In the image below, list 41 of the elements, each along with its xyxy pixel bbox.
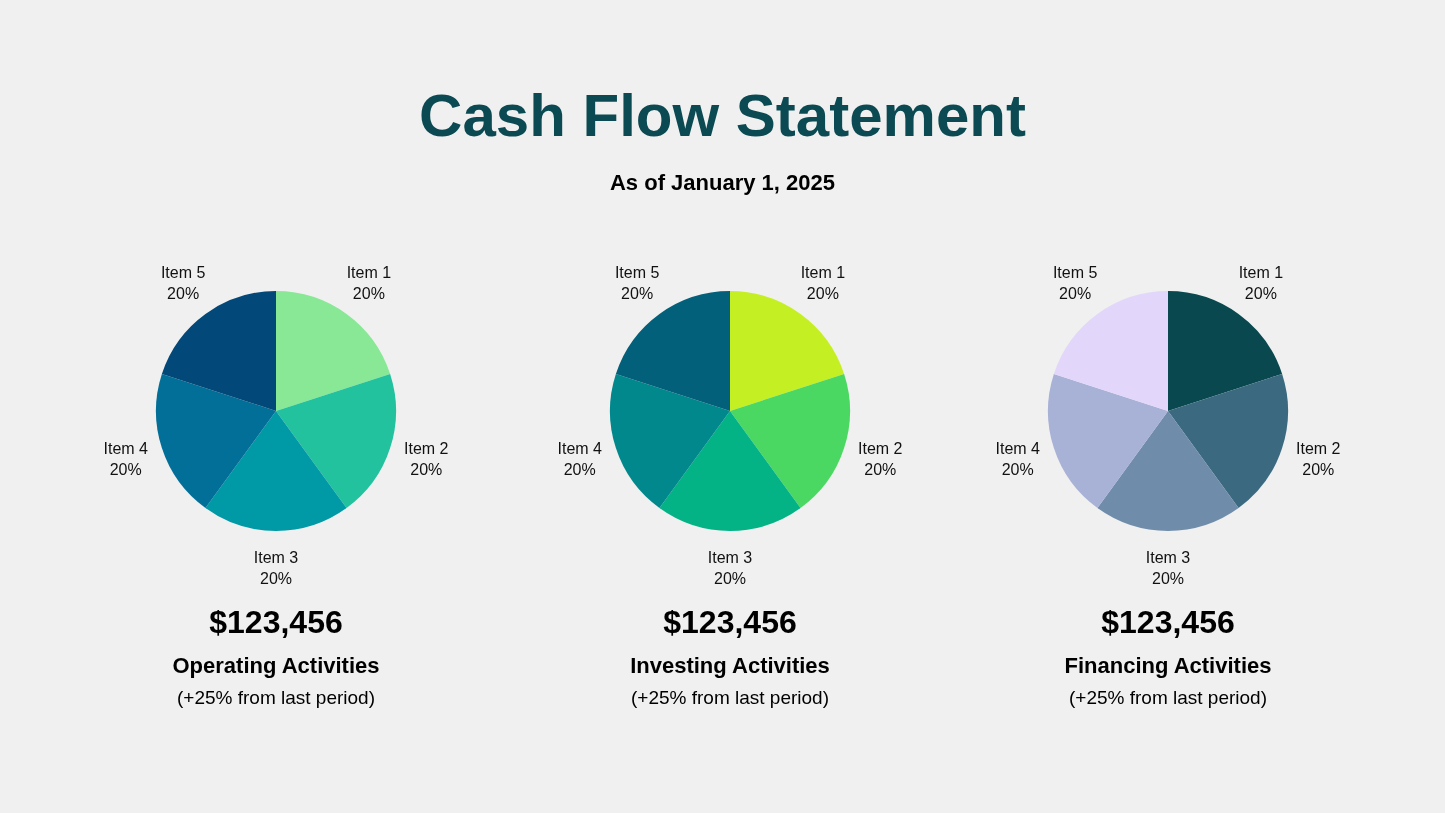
text: $123,456 [1100, 604, 1236, 641]
slice-label: Item 5 [614, 263, 660, 281]
text: (+25% from last period) [630, 687, 830, 709]
data-label: 20% [410, 461, 443, 479]
slice-label: Item 3 [707, 549, 753, 567]
data-label: 20% [621, 284, 654, 302]
text: Financing Activities [1063, 653, 1273, 679]
slice-label: Item 4 [103, 440, 149, 458]
data-label: 20% [806, 284, 839, 302]
slice-label: Item 2 [1296, 440, 1341, 458]
data-label: 20% [1244, 284, 1277, 302]
text: $123,456 [208, 604, 344, 641]
data-label: 20% [167, 284, 200, 302]
text: Cash Flow Statement [418, 81, 1027, 151]
text: (+25% from last period) [176, 687, 376, 709]
text: Operating Activities [171, 653, 381, 679]
text: $123,456 [662, 604, 798, 641]
data-label: 20% [1302, 461, 1335, 479]
data-label: 20% [1059, 284, 1092, 302]
slice-label: Item 3 [253, 549, 299, 567]
slice-label: Item 4 [995, 440, 1041, 458]
slice-label: Item 4 [557, 440, 603, 458]
data-label: 20% [259, 570, 293, 588]
data-label: 20% [563, 461, 596, 479]
slice-label: Item 1 [346, 263, 392, 281]
slice-label: Item 2 [858, 440, 903, 458]
data-label: 20% [1151, 570, 1185, 588]
data-label: 20% [864, 461, 897, 479]
slice-label: Item 3 [1145, 549, 1191, 567]
slice-label: Item 5 [1052, 263, 1098, 281]
data-label: 20% [713, 570, 747, 588]
slice-label: Item 1 [1238, 263, 1284, 281]
slice-label: Item 2 [404, 440, 449, 458]
text: As of January 1, 2025 [609, 170, 836, 196]
text: (+25% from last period) [1068, 687, 1268, 709]
data-label: 20% [109, 461, 142, 479]
text: Investing Activities [629, 653, 831, 679]
slice-label: Item 5 [160, 263, 206, 281]
data-label: 20% [1001, 461, 1034, 479]
data-label: 20% [352, 284, 385, 302]
slice-label: Item 1 [800, 263, 846, 281]
